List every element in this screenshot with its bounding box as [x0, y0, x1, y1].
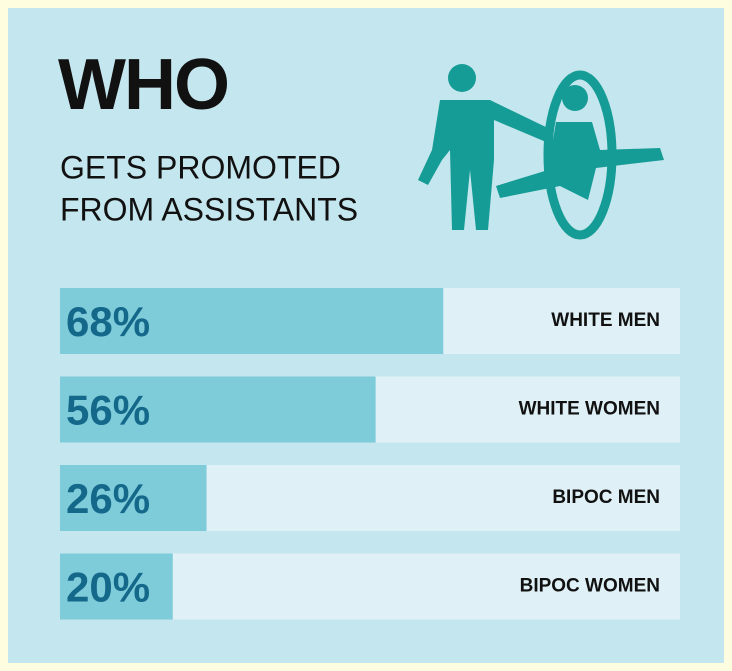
bar — [60, 288, 444, 354]
value-label: 56% — [66, 387, 150, 434]
category-label: BIPOC MEN — [552, 487, 660, 508]
chart-subtitle: GETS PROMOTED — [60, 149, 341, 185]
value-label: 68% — [66, 298, 150, 345]
icon — [418, 64, 664, 240]
chart-subtitle: FROM ASSISTANTS — [60, 191, 358, 227]
category-label: WHITE MEN — [551, 310, 660, 331]
value-label: 26% — [66, 475, 150, 522]
value-label: 20% — [66, 564, 150, 611]
bar — [60, 465, 207, 531]
category-label: WHITE WOMEN — [519, 399, 660, 420]
chart-title: WHO — [58, 45, 228, 125]
bar — [60, 553, 173, 620]
bar — [60, 376, 376, 443]
category-label: BIPOC WOMEN — [520, 576, 660, 597]
